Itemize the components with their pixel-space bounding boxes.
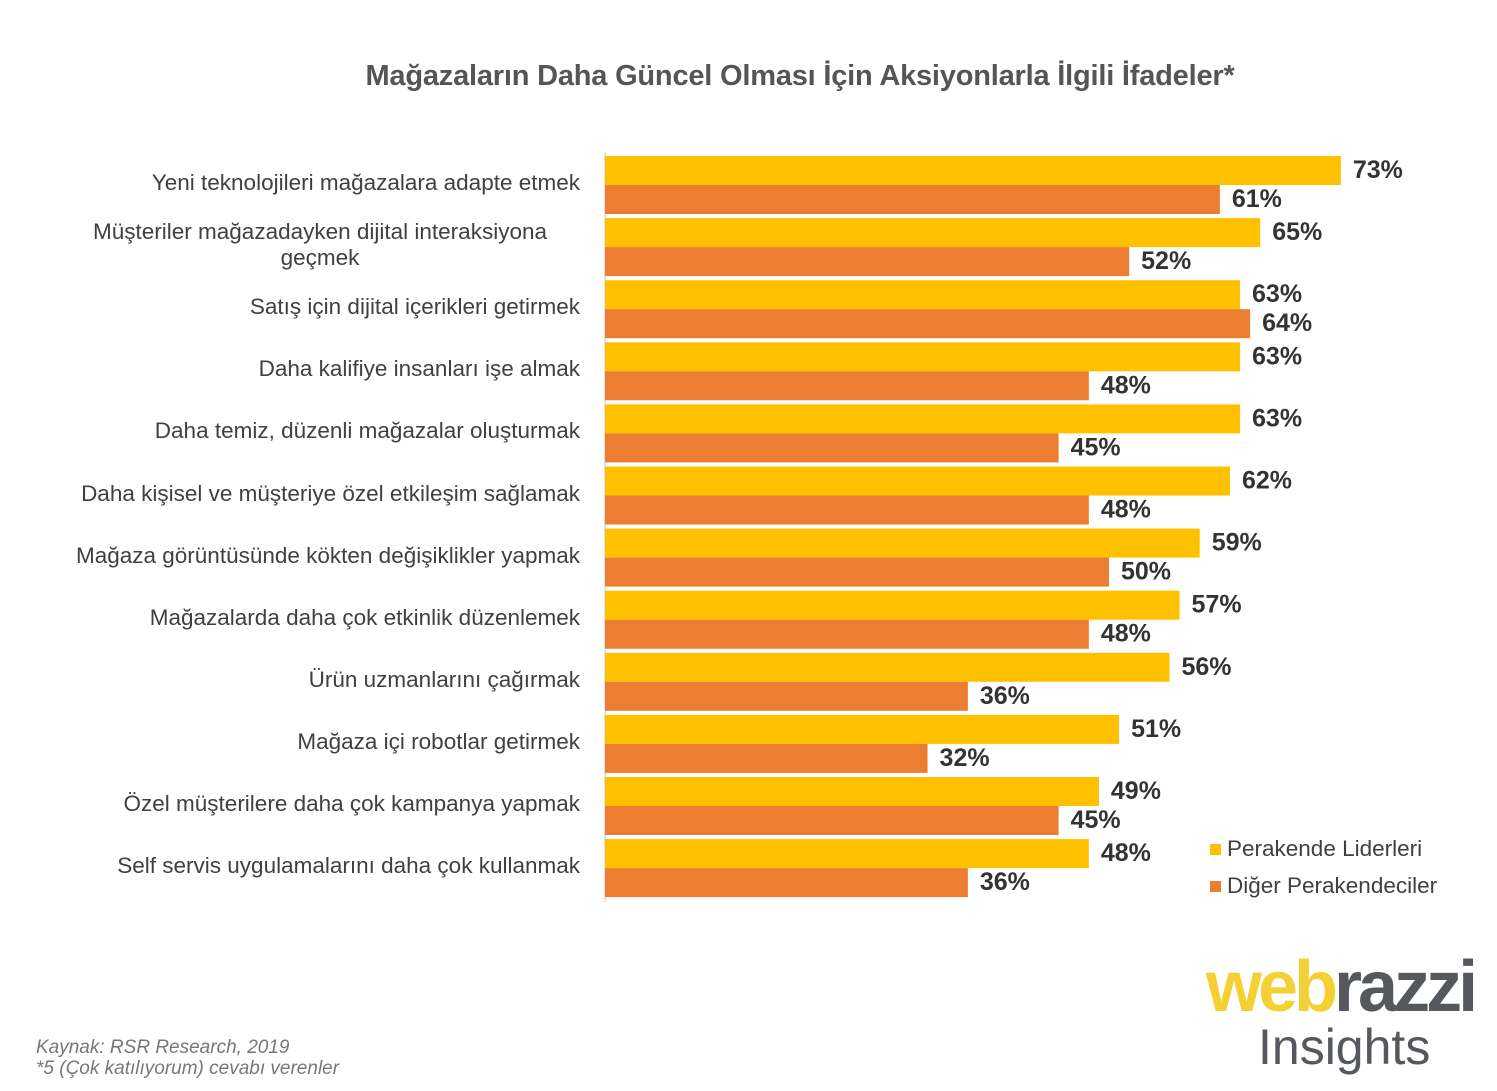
legend-label: Diğer Perakendeciler	[1227, 873, 1438, 898]
bar-diger-perakendeciler	[605, 681, 968, 711]
data-label: 52%	[1141, 247, 1191, 275]
bar-diger-perakendeciler	[605, 806, 1059, 835]
data-label: 51%	[1131, 715, 1181, 743]
bar-perakende-liderleri	[605, 342, 1241, 372]
data-label: 32%	[940, 744, 990, 772]
data-label: 62%	[1242, 467, 1292, 495]
data-label: 73%	[1353, 156, 1403, 184]
bar-perakende-liderleri	[605, 652, 1170, 682]
source-note: Kaynak: RSR Research, 2019	[36, 1037, 290, 1058]
data-label: 45%	[1071, 433, 1121, 461]
data-label: 56%	[1181, 653, 1231, 681]
footer: Kaynak: RSR Research, 2019 *5 (Çok katıl…	[36, 1037, 339, 1079]
bar-diger-perakendeciler	[605, 557, 1109, 587]
category-label: Özel müşterilere daha çok kampanya yapma…	[123, 791, 580, 816]
chart-title: Mağazaların Daha Güncel Olması İçin Aksi…	[365, 60, 1235, 92]
category-label: Mağazalarda daha çok etkinlik düzenlemek	[149, 604, 580, 630]
bar-perakende-liderleri	[605, 839, 1089, 869]
legend-item-diger-perakendeciler: Diğer Perakendeciler	[1210, 873, 1437, 899]
bar-perakende-liderleri	[605, 466, 1230, 496]
bar-perakende-liderleri	[605, 714, 1120, 744]
data-label: 63%	[1252, 342, 1302, 370]
data-label: 63%	[1252, 404, 1302, 432]
data-label: 61%	[1232, 185, 1282, 213]
legend-label: Perakende Liderleri	[1227, 836, 1423, 861]
bar-diger-perakendeciler	[605, 619, 1089, 649]
data-label: 49%	[1111, 777, 1161, 805]
bar-perakende-liderleri	[605, 528, 1200, 558]
data-label: 48%	[1101, 496, 1151, 524]
category-label: Müşteriler mağazadayken dijital interaks…	[93, 219, 547, 271]
category-label: Daha kişisel ve müşteriye özel etkileşim…	[81, 480, 580, 506]
category-label: Ürün uzmanlarını çağırmak	[308, 666, 580, 692]
data-label: 63%	[1252, 280, 1302, 308]
data-label: 50%	[1121, 558, 1171, 586]
data-label: 48%	[1101, 371, 1151, 399]
legend-swatch	[1210, 843, 1221, 855]
legend-swatch	[1210, 880, 1221, 892]
category-label: Mağaza içi robotlar getirmek	[297, 728, 580, 754]
data-label: 48%	[1101, 620, 1151, 648]
category-label: Self servis uygulamalarını daha çok kull…	[117, 853, 580, 879]
data-label: 64%	[1262, 309, 1312, 337]
category-label: Yeni teknolojileri mağazalara adapte etm…	[151, 170, 580, 195]
category-label: Daha temiz, düzenli mağazalar oluşturmak	[154, 418, 580, 444]
bar-diger-perakendeciler	[605, 868, 968, 898]
bar-perakende-liderleri	[605, 590, 1180, 620]
footnote: *5 (Çok katılıyorum) cevabı verenler	[36, 1058, 340, 1079]
data-label: 36%	[980, 868, 1030, 896]
data-label: 45%	[1071, 806, 1121, 834]
webrazzi-insights-logo: webrazzi Insights	[1206, 947, 1478, 1075]
data-label: 57%	[1192, 591, 1242, 619]
bar-perakende-liderleri	[605, 280, 1241, 310]
data-label: 59%	[1212, 529, 1262, 557]
bar-diger-perakendeciler	[605, 247, 1130, 277]
legend-item-perakende-liderleri: Perakende Liderleri	[1210, 836, 1422, 862]
bar-perakende-liderleri	[605, 777, 1099, 806]
category-label: Mağaza görüntüsünde kökten değişiklikler…	[75, 542, 580, 568]
category-label: Satış için dijital içerikleri getirmek	[249, 294, 580, 320]
bar-diger-perakendeciler	[605, 433, 1059, 463]
bar-perakende-liderleri	[605, 404, 1241, 434]
bar-diger-perakendeciler	[605, 185, 1220, 214]
data-label: 48%	[1101, 839, 1151, 867]
data-label: 65%	[1272, 218, 1322, 246]
bar-perakende-liderleri	[605, 218, 1261, 248]
bar-diger-perakendeciler	[605, 309, 1251, 339]
bar-diger-perakendeciler	[605, 371, 1089, 401]
category-label: Daha kalifiye insanları işe almak	[258, 356, 580, 382]
bar-diger-perakendeciler	[605, 495, 1089, 525]
data-label: 36%	[980, 682, 1030, 710]
bar-diger-perakendeciler	[605, 743, 928, 773]
bar-perakende-liderleri	[605, 156, 1341, 185]
